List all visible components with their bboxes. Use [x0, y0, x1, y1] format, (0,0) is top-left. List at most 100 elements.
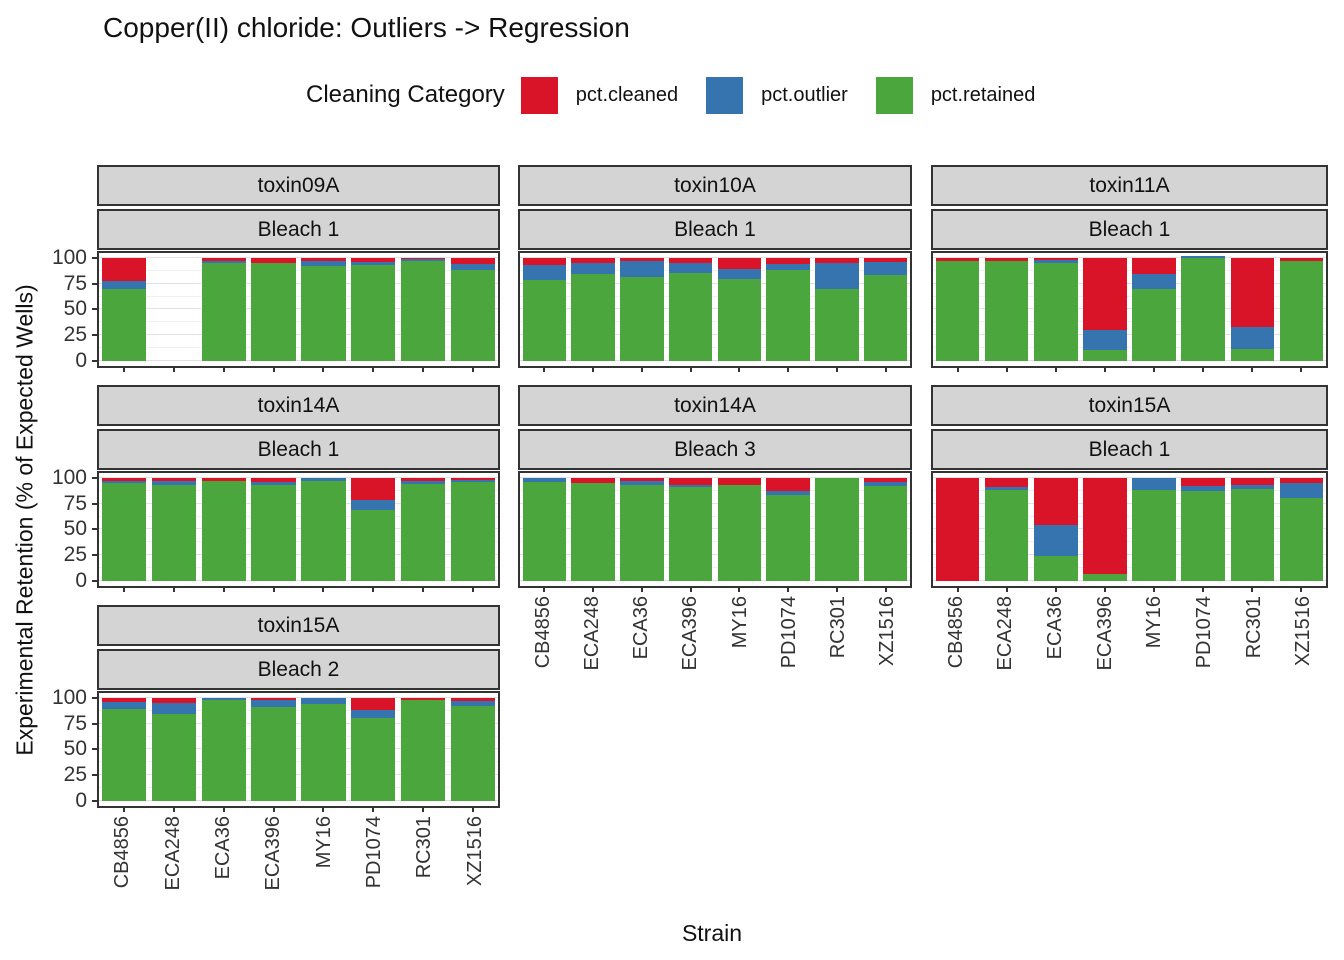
x-tick — [122, 366, 125, 372]
segment-outlier — [351, 710, 396, 719]
segment-retained — [984, 260, 1029, 362]
segment-outlier — [571, 262, 615, 275]
y-tick — [92, 256, 99, 259]
segment-retained — [522, 280, 566, 362]
gridline-major — [520, 334, 910, 336]
gridline-major — [99, 696, 498, 698]
x-axis-title: Strain — [681, 920, 743, 946]
gridline-major — [99, 722, 498, 724]
segment-cleaned — [351, 477, 396, 501]
segment-cleaned — [766, 257, 810, 264]
segment-cleaned — [863, 477, 908, 482]
facet-strip-toxin-label: toxin14A — [674, 393, 756, 417]
strain-label: PD1074 — [363, 816, 386, 889]
gridline-minor — [99, 787, 498, 789]
segment-cleaned — [401, 257, 446, 259]
legend-item-retained: pct.retained — [875, 76, 1035, 114]
facet-strip-bleach: Bleach 1 — [931, 209, 1328, 250]
strain-label-cell: ECA248 — [147, 816, 197, 936]
x-tick — [956, 366, 959, 372]
segment-cleaned — [1181, 477, 1225, 486]
segment-outlier — [522, 264, 566, 281]
facet-toxin14A-bleach1: toxin14A Bleach 1 100 75 50 25 0 — [52, 385, 500, 592]
legend-label-outlier: pct.outlier — [761, 83, 848, 106]
bar-MY16 — [1132, 257, 1176, 362]
segment-outlier — [151, 480, 196, 485]
bar-PD1074 — [766, 477, 810, 582]
segment-retained — [815, 477, 859, 582]
x-tick — [1300, 586, 1303, 592]
segment-cleaned — [863, 257, 908, 262]
segment-cleaned — [935, 477, 980, 582]
strain-label: MY16 — [1143, 596, 1166, 649]
segment-cleaned — [251, 477, 296, 482]
strain-label-cell: ECA248 — [567, 596, 616, 716]
segment-cleaned — [1279, 257, 1324, 261]
segment-cleaned — [620, 257, 664, 261]
strain-label: CB4856 — [531, 596, 554, 669]
segment-cleaned — [984, 257, 1029, 261]
x-tick — [1054, 366, 1057, 372]
y-tick-label: 0 — [75, 569, 87, 593]
legend-item-outlier: pct.outlier — [706, 76, 848, 114]
strain-label-cell: ECA396 — [666, 596, 715, 716]
y-tick-label: 75 — [63, 491, 87, 515]
bar-PD1074 — [1181, 255, 1225, 362]
facet-strip-toxin-label: toxin15A — [257, 613, 340, 637]
strain-label-cell: ECA248 — [981, 596, 1031, 716]
segment-outlier — [863, 261, 908, 276]
strain-label-cell: PD1074 — [764, 596, 813, 716]
segment-cleaned — [717, 477, 761, 485]
strain-label: ECA36 — [630, 596, 653, 660]
x-tick — [1103, 586, 1106, 592]
facet-strip-toxin: toxin14A — [97, 385, 500, 426]
segment-cleaned — [101, 697, 147, 702]
y-tick — [92, 502, 99, 505]
strain-label-cell: RC301 — [399, 816, 449, 936]
gridline-minor — [933, 321, 1326, 323]
facet-strip-bleach: Bleach 1 — [931, 429, 1328, 470]
gridline-major — [99, 580, 498, 582]
facet-strip-bleach: Bleach 2 — [97, 649, 500, 690]
bar-ECA248 — [984, 257, 1029, 362]
strain-label-cell: MY16 — [715, 596, 764, 716]
bar-RC301 — [1230, 477, 1275, 582]
facet-strip-bleach-label: Bleach 1 — [1088, 437, 1171, 461]
gridline-major — [933, 580, 1326, 582]
strain-label-cell: CB4856 — [97, 816, 147, 936]
strain-label: PD1074 — [777, 596, 800, 669]
gridline-minor — [933, 347, 1326, 349]
y-tick-label: 25 — [63, 763, 87, 787]
segment-retained — [668, 486, 713, 582]
segment-cleaned — [351, 697, 396, 711]
strain-label-cell: ECA36 — [1030, 596, 1080, 716]
segment-cleaned — [1034, 477, 1078, 526]
segment-outlier — [815, 262, 859, 289]
gridline-major — [520, 554, 910, 556]
segment-cleaned — [401, 697, 446, 700]
x-tick — [222, 806, 225, 812]
y-tick — [92, 528, 99, 531]
x-tick — [222, 586, 225, 592]
segment-retained — [1181, 257, 1225, 362]
facet-toxin15A-bleach1: toxin15A Bleach 1 CB4856 ECA248 ECA36 ECA396 M… — [931, 385, 1328, 716]
x-tick — [1005, 366, 1008, 372]
x-tick — [322, 806, 325, 812]
y-tick — [92, 308, 99, 311]
gridline-minor — [99, 489, 498, 491]
x-tick — [372, 366, 375, 372]
bar-PD1074 — [351, 477, 396, 582]
x-tick — [372, 586, 375, 592]
bar-CB4856 — [522, 257, 566, 362]
facet-strip-bleach: Bleach 1 — [97, 429, 500, 470]
gridline-minor — [520, 321, 910, 323]
segment-outlier — [620, 260, 664, 278]
segment-outlier — [668, 262, 713, 274]
facet-strip-toxin-label: toxin09A — [257, 173, 340, 197]
segment-retained — [201, 262, 246, 362]
x-tick — [592, 366, 595, 372]
strain-label: RC301 — [827, 596, 850, 659]
facet-strip-toxin: toxin10A — [518, 165, 912, 206]
segment-retained — [351, 264, 396, 362]
gridline-major — [933, 308, 1326, 310]
